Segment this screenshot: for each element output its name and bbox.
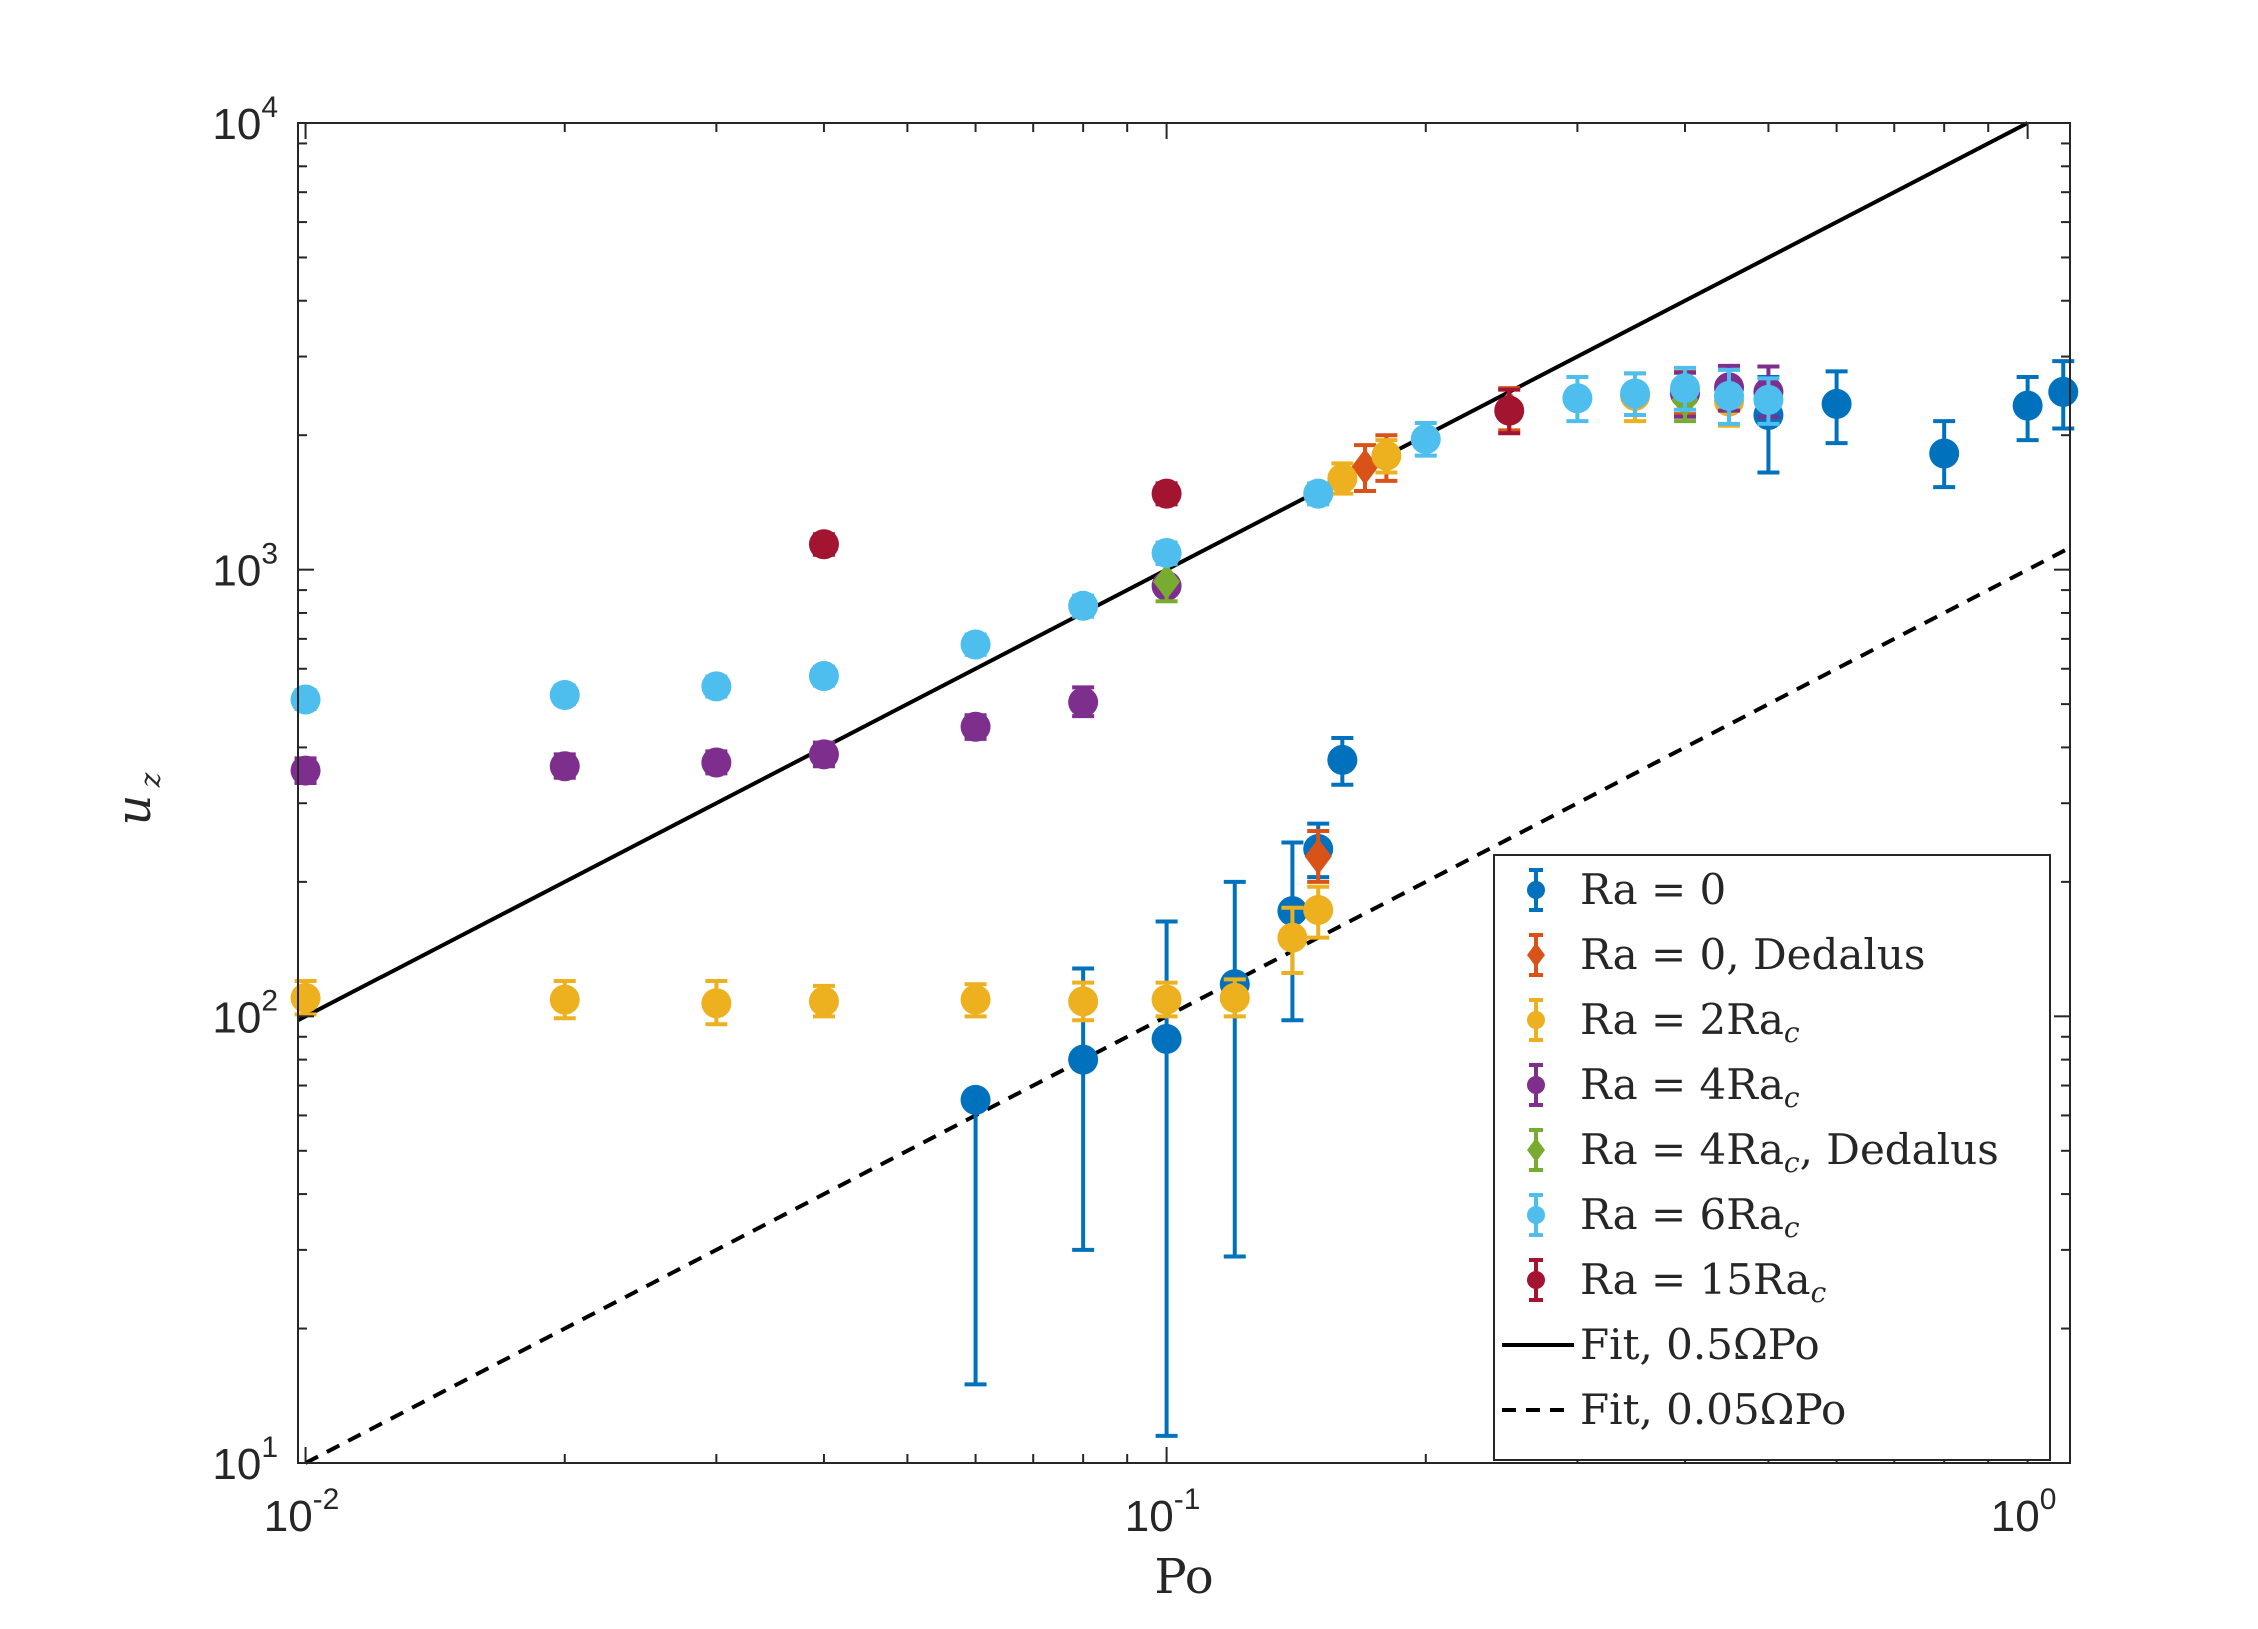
y-tick-label: 102 (212, 984, 278, 1042)
x-tick-label: 10-2 (264, 1483, 340, 1541)
major-ticks (298, 122, 2070, 1464)
legend-marker-icon (1527, 1011, 1545, 1029)
data-point (701, 671, 732, 702)
legend-marker-icon (1527, 943, 1545, 967)
legend-marker-icon (1527, 1206, 1545, 1224)
data-point (1068, 986, 1099, 1017)
data-point (960, 711, 991, 742)
data-point (1304, 838, 1332, 875)
data-point (2012, 390, 2043, 421)
series-5 (1153, 378, 1699, 604)
y-axis-title-main: u (106, 795, 162, 826)
legend-label: Fit, 0.05ΩPo (1580, 1385, 1846, 1434)
data-point (1929, 438, 1960, 469)
data-point (1562, 383, 1593, 414)
y-axis-title-sub: z (134, 772, 167, 788)
data-point (1151, 478, 1182, 509)
legend-item-7: Ra = 15Rac (1527, 1255, 1827, 1309)
fit-line-2 (304, 545, 2071, 1465)
data-point (1068, 687, 1099, 718)
series-4 (290, 363, 1784, 786)
series-7 (808, 387, 1525, 560)
data-point (960, 984, 991, 1015)
legend-label: Ra = 0, Dedalus (1580, 930, 1925, 979)
data-point (2048, 376, 2079, 407)
data-point (1410, 424, 1441, 455)
legend-label: Ra = 0 (1580, 865, 1726, 914)
data-point (1714, 380, 1745, 411)
legend-item-5: Ra = 4Rac, Dedalus (1527, 1125, 1999, 1179)
legend-item-3: Ra = 2Rac (1527, 995, 1800, 1049)
error-bar (1223, 879, 1246, 1259)
legend-marker-icon (1527, 1076, 1545, 1094)
legend-fit-1: Fit, 0.5ΩPo (1502, 1320, 1820, 1369)
data-point (1669, 373, 1700, 404)
data-point (808, 529, 839, 560)
legend-box (1493, 854, 2051, 1461)
plot-frame (297, 122, 2071, 1464)
legend-label: Ra = 15Rac (1580, 1255, 1827, 1309)
y-tick-label: 103 (212, 538, 278, 596)
legend-marker-icon (1527, 881, 1545, 899)
data-point (290, 755, 321, 786)
data-point (808, 986, 839, 1017)
data-point (1153, 563, 1181, 600)
data-point (1151, 537, 1182, 568)
legend: Ra = 0 Ra = 0, Dedalus Ra = 2Rac Ra = 4Rac R… (1493, 854, 2051, 1461)
data-point (549, 680, 580, 711)
x-axis-title: Po (1154, 1549, 1213, 1605)
data-point (1327, 744, 1358, 775)
series-6 (290, 365, 1784, 715)
data-point (1219, 982, 1250, 1013)
data-point (808, 661, 839, 692)
legend-marker-icon (1527, 1271, 1545, 1289)
data-point (960, 1084, 991, 1115)
data-point (1371, 440, 1402, 471)
data-point (1277, 922, 1308, 953)
data-point (549, 984, 580, 1015)
data-point (1068, 1044, 1099, 1075)
legend-label: Ra = 6Rac (1580, 1190, 1800, 1244)
data-point (1327, 463, 1358, 494)
tick-labels: 10-2 10-1 100 101 102 103 104 (212, 91, 2056, 1541)
legend-item-4: Ra = 4Rac (1527, 1060, 1800, 1114)
data-point (290, 982, 321, 1013)
data-point (549, 751, 580, 782)
data-point (1303, 478, 1334, 509)
data-point (1151, 1023, 1182, 1054)
data-point (808, 739, 839, 770)
legend-label: Fit, 0.5ΩPo (1580, 1320, 1820, 1369)
legend-item-2: Ra = 0, Dedalus (1527, 930, 1925, 979)
legend-label: Ra = 4Rac (1580, 1060, 1800, 1114)
data-point (1821, 388, 1852, 419)
legend-label: Ra = 2Rac (1580, 995, 1800, 1049)
data-point (1494, 395, 1525, 426)
legend-item-6: Ra = 6Rac (1527, 1190, 1800, 1244)
data-point (1753, 384, 1784, 415)
data-point (960, 629, 991, 660)
error-bar (964, 1097, 987, 1387)
data-point (701, 988, 732, 1019)
data-point (1620, 378, 1651, 409)
data-point (1068, 590, 1099, 621)
data-point (1303, 895, 1334, 926)
y-tick-label: 101 (212, 1431, 278, 1489)
data-point (1151, 984, 1182, 1015)
x-tick-label: 100 (1991, 1483, 2057, 1541)
y-tick-label: 104 (212, 91, 278, 149)
x-tick-label: 10-1 (1125, 1483, 1201, 1541)
data-point (290, 684, 321, 715)
y-axis-title: u z (106, 772, 167, 825)
data-points (290, 359, 2079, 1438)
data-point (701, 747, 732, 778)
legend-fit-2: Fit, 0.05ΩPo (1502, 1385, 1846, 1434)
legend-marker-icon (1527, 1138, 1545, 1162)
series-2 (1304, 370, 1699, 884)
legend-label: Ra = 4Rac, Dedalus (1580, 1125, 1999, 1179)
legend-item-1: Ra = 0 (1527, 865, 1726, 914)
